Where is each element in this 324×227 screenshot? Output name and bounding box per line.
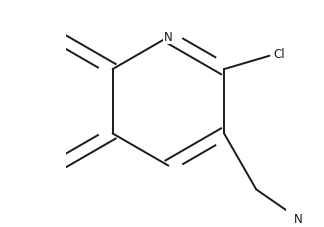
Text: N: N bbox=[164, 31, 173, 44]
Text: Cl: Cl bbox=[273, 47, 284, 60]
Text: N: N bbox=[294, 212, 302, 225]
